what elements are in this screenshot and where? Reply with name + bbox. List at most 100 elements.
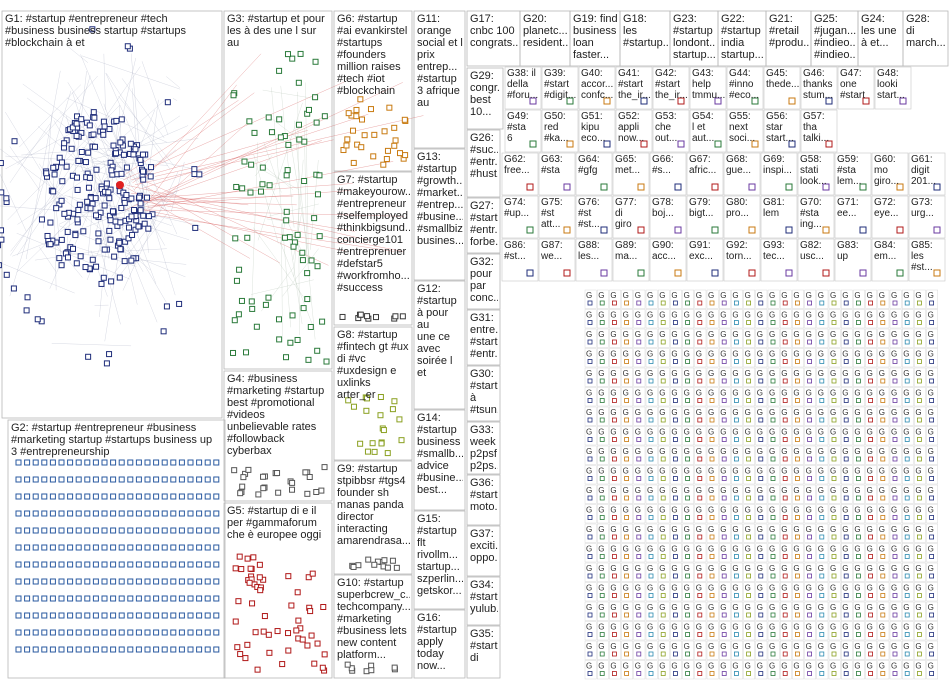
small-group-box (865, 387, 877, 407)
graph-node (240, 474, 247, 481)
graph-node (674, 183, 682, 191)
small-group-box (877, 289, 890, 309)
small-group-box (731, 660, 743, 680)
graph-node (305, 574, 312, 581)
small-group-box (889, 601, 902, 621)
graph-node (868, 593, 873, 598)
graph-node (599, 534, 605, 540)
graph-node (770, 554, 776, 559)
small-group-box (902, 328, 914, 348)
graph-node (396, 416, 403, 423)
graph-node (187, 595, 194, 602)
small-group-label: G (732, 350, 738, 359)
small-group-box (792, 426, 804, 446)
graph-node (32, 629, 39, 636)
graph-edge (289, 136, 310, 257)
small-group-label: G (781, 545, 787, 554)
graph-node (624, 573, 629, 579)
small-group-label: G (635, 467, 641, 476)
small-group-box (645, 523, 658, 543)
graph-node (673, 456, 678, 462)
small-group-box (743, 562, 755, 582)
small-group-label: G (647, 662, 653, 671)
graph-node (121, 199, 128, 206)
small-group-label: G (806, 389, 812, 398)
small-group-label: G (696, 603, 702, 612)
small-group-label: G (720, 662, 726, 671)
small-group-label: G (830, 486, 836, 495)
graph-node (58, 197, 65, 204)
small-group-box (780, 621, 792, 641)
small-group-label: G (671, 447, 677, 456)
graph-node (213, 476, 220, 483)
graph-node (196, 595, 203, 602)
graph-node (353, 113, 360, 120)
graph-node (904, 398, 910, 403)
small-group-label: G (842, 525, 848, 534)
graph-node (807, 612, 812, 618)
small-group-label: G (769, 369, 775, 378)
graph-node (74, 186, 81, 193)
small-group-label: G (745, 291, 751, 300)
small-group-label: G (708, 467, 714, 476)
graph-node (697, 378, 703, 384)
small-group-box (731, 445, 743, 465)
small-group-label: G (598, 545, 604, 554)
small-group-label: G (671, 311, 677, 320)
graph-node (113, 117, 120, 124)
small-group-box (877, 367, 890, 387)
graph-node (785, 269, 793, 277)
graph-node (746, 651, 751, 657)
small-group-label: G (854, 603, 860, 612)
small-group-label: G (928, 545, 934, 554)
graph-node (770, 320, 776, 325)
small-group-label: G (928, 330, 934, 339)
graph-node (116, 239, 123, 246)
graph-node (41, 476, 48, 483)
small-group-label: G (879, 506, 885, 515)
small-group-label: G (793, 623, 799, 632)
graph-node (709, 378, 715, 384)
graph-node (880, 378, 886, 384)
small-group-box (804, 523, 816, 543)
graph-node (213, 561, 220, 568)
graph-node (110, 544, 117, 551)
graph-node (917, 612, 922, 618)
small-group-label: G (793, 642, 799, 651)
graph-node (144, 578, 151, 585)
graph-node (103, 180, 110, 187)
graph-node (274, 470, 281, 477)
small-group-box (731, 582, 743, 602)
small-group-box (670, 289, 682, 309)
graph-node (306, 106, 313, 113)
small-group-label: G (818, 408, 824, 417)
graph-node (563, 269, 571, 277)
graph-node (285, 141, 292, 148)
graph-node (136, 194, 143, 201)
small-group-box (889, 445, 902, 465)
graph-node (892, 534, 898, 540)
graph-node (117, 139, 124, 146)
graph-node (685, 300, 690, 306)
graph-node (245, 466, 252, 473)
graph-node (128, 257, 135, 264)
small-group-label: G (842, 564, 848, 573)
small-group-label: G (671, 584, 677, 593)
small-group-box (853, 621, 865, 641)
small-group-label: G (745, 467, 751, 476)
small-group-label: G (635, 408, 641, 417)
graph-node (660, 534, 666, 540)
graph-node (599, 300, 605, 306)
small-group-box (743, 445, 755, 465)
group-box-g83 (834, 238, 872, 282)
small-group-label: G (818, 389, 824, 398)
small-group-box (877, 328, 890, 348)
graph-node (758, 437, 764, 442)
graph-node (721, 495, 727, 501)
graph-node (636, 320, 642, 325)
graph-node (880, 300, 886, 306)
small-group-box (645, 328, 658, 348)
small-group-box (755, 445, 768, 465)
graph-node (100, 274, 107, 281)
graph-node (807, 398, 812, 403)
